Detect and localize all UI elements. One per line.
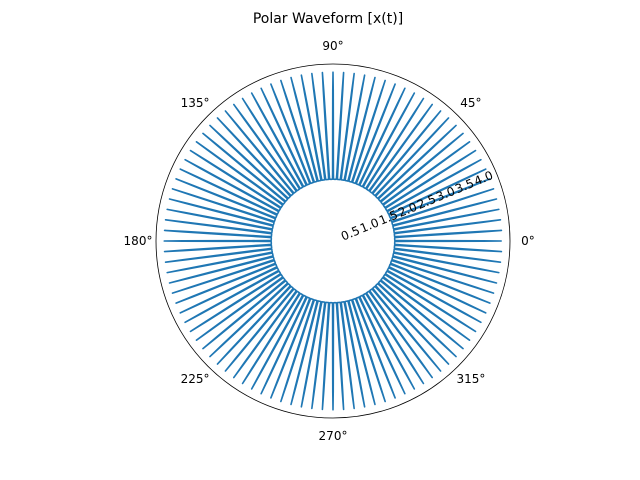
angle-tick-label-90: 90° — [322, 39, 343, 53]
radial-tick-label: 2.5 — [415, 192, 438, 212]
series-line-0 — [163, 71, 503, 411]
radial-tick-label: 0.5 — [339, 223, 362, 243]
radial-tick-label: 1.0 — [358, 215, 381, 235]
series-layer — [163, 71, 503, 411]
angle-tick-label-225: 225° — [181, 372, 210, 386]
radial-tick-label: 2.0 — [396, 200, 419, 220]
angle-tick-label-270: 270° — [319, 429, 348, 443]
angle-tick-label-45: 45° — [460, 96, 481, 110]
radial-tick-label: 3.0 — [434, 184, 457, 204]
radial-tick-label: 4.0 — [472, 168, 495, 188]
angle-tick-label-315: 315° — [456, 372, 485, 386]
angle-tick-labels: 0° 45° 90° 135° 180° 225° 270° 315° — [124, 39, 535, 443]
polar-axis-frame — [155, 63, 511, 419]
radial-tick-label: 3.5 — [453, 176, 476, 196]
angle-tick-label-0: 0° — [521, 234, 535, 248]
radial-tick-label: 1.5 — [377, 208, 400, 228]
radial-tick-labels: 0.51.01.52.02.53.03.54.0 — [339, 168, 495, 243]
angle-tick-label-135: 135° — [181, 96, 210, 110]
angle-tick-label-180: 180° — [124, 234, 153, 248]
chart-title: Polar Waveform [x(t)] — [253, 11, 403, 27]
